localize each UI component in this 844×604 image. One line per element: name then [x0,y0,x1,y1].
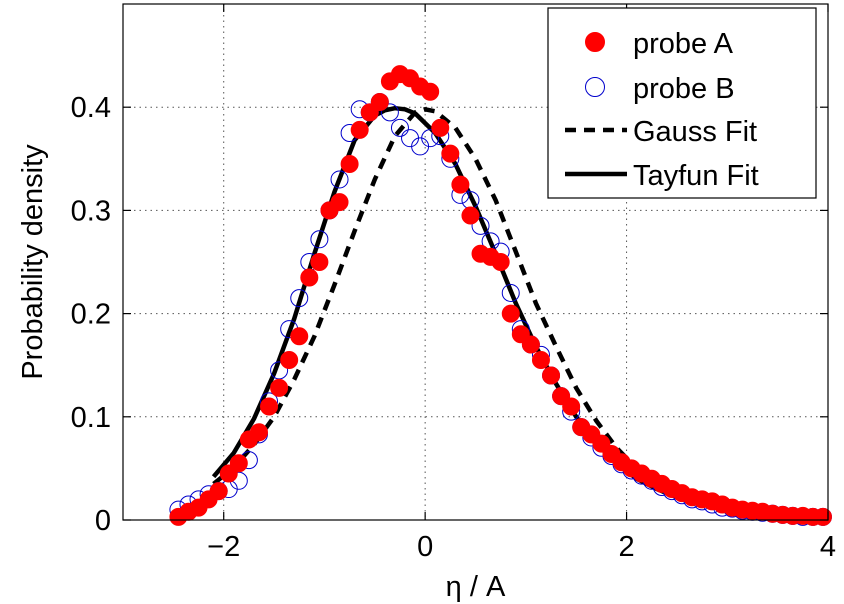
probe-a-point [491,253,510,271]
x-tick-label: −2 [207,531,240,563]
probe-a-point [562,397,581,416]
probe-a-point [813,507,832,526]
legend-marker-probe-a [585,32,605,52]
probe-a-point [521,335,540,354]
legend-label: probe B [633,73,735,105]
gauss-fit-line [212,107,819,520]
probe-a-point [451,175,470,194]
x-axis-title: η / A [446,571,506,603]
probe-b-point [421,129,440,148]
y-tick-label: 0.1 [71,402,111,434]
probe-b-point [270,361,289,380]
probe-b-point [380,103,399,122]
probe-a-point [421,82,440,101]
y-tick-label: 0.3 [71,195,111,227]
y-tick-label: 0.2 [71,299,111,331]
probe-a-point [249,423,268,442]
legend-label: Tayfun Fit [633,160,759,192]
x-tick-label: 2 [619,531,635,563]
probe-a-point [270,378,289,397]
probe-b-point [411,137,430,156]
probe-a-point [542,366,561,385]
probe-b-point [390,118,409,137]
probe-b-point [471,216,490,235]
probe-a-point [340,154,359,173]
probe-a-point [531,351,550,370]
probe-a-point [280,351,299,370]
plot-frame [122,3,829,521]
probe-a-point [300,268,319,287]
probe-b-point [501,283,520,302]
probe-a-point [461,206,480,225]
y-tick-label: 0.4 [71,92,111,124]
probe-a-point [350,120,369,139]
probe-a-point [330,193,349,212]
probe-a-point [310,253,329,271]
probe-a-point [260,397,279,416]
probe-b-point [290,289,309,308]
y-axis-title: Probability density [17,144,49,380]
probe-a-point [290,327,309,346]
probe-b-point [401,129,420,148]
legend-marker-probe-b [585,77,605,97]
probe-b-point [310,230,329,249]
legend: probe A probe B Gauss Fit Tayfun Fit [547,7,817,199]
tick-labels: −2 0 2 4 0 0.1 0.2 0.3 0.4 [71,92,836,563]
x-tick-label: 0 [417,531,433,563]
series-layer [169,65,832,526]
probe-a-point [431,118,450,137]
probe-a-point [441,144,460,163]
probe-a-point [501,304,520,323]
probe-a-point [370,93,389,112]
probe-a-point [229,454,248,473]
probe-a-point [209,482,228,501]
legend-label: Gauss Fit [633,116,757,148]
y-tick-label: 0 [95,505,111,537]
x-tick-label: 4 [820,531,836,563]
legend-label: probe A [633,28,734,60]
probe-b-point [330,170,349,189]
